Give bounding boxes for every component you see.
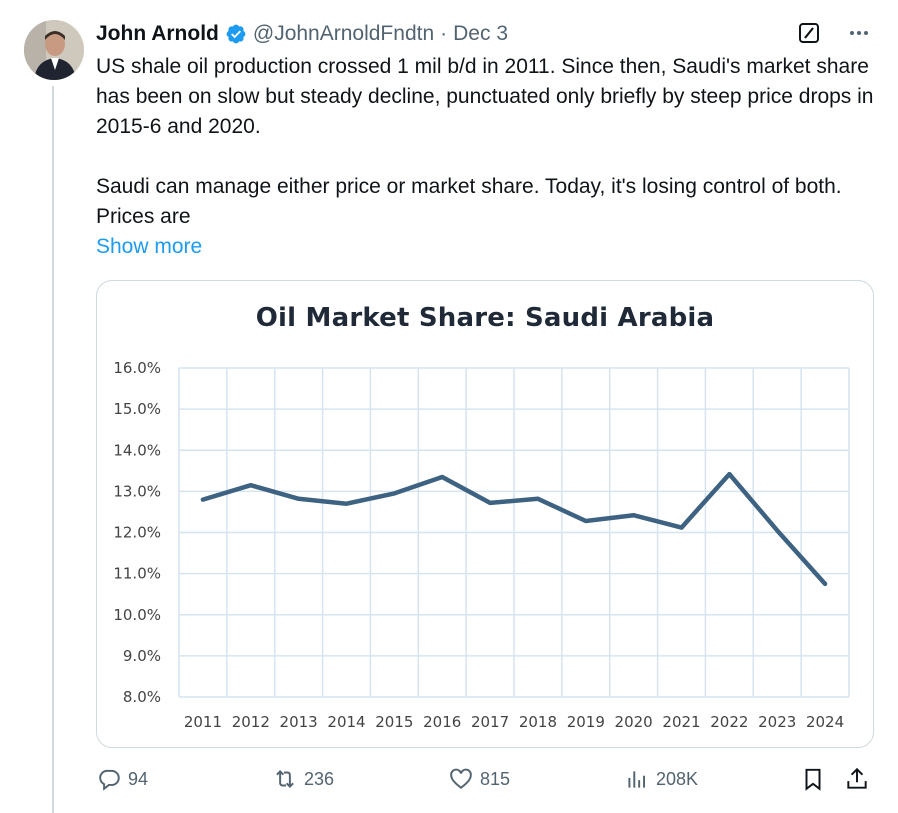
tweet-actions: 94 236 815 208K [96, 766, 876, 796]
y-tick-label: 15.0% [113, 400, 161, 418]
avatar-portrait [24, 20, 84, 80]
axis-labels: 16.0% 15.0% 14.0% 13.0% 12.0% 11.0% 10.0% 9.0% 8… [113, 359, 844, 731]
x-tick-label: 2021 [662, 713, 700, 731]
x-tick-label: 2022 [710, 713, 748, 731]
tweet-text: US shale oil production crossed 1 mil b/… [96, 52, 876, 232]
y-tick-label: 14.0% [113, 441, 161, 459]
series-line [200, 471, 828, 587]
views-icon [628, 771, 646, 788]
tweet-date[interactable]: Dec 3 [453, 22, 508, 45]
x-tick-label: 2012 [232, 713, 270, 731]
share-icon [847, 767, 867, 789]
y-tick-label: 10.0% [113, 606, 161, 624]
series-layer [200, 471, 828, 587]
x-tick-label: 2016 [423, 713, 461, 731]
x-tick-label: 2011 [184, 713, 222, 731]
x-tick-label: 2024 [806, 713, 844, 731]
reply-button[interactable]: 94 [96, 766, 148, 792]
repost-button[interactable]: 236 [272, 766, 334, 792]
tweet-header: John Arnold @JohnArnoldFndtn · Dec 3 [96, 20, 508, 48]
author-name[interactable]: John Arnold [96, 22, 219, 45]
show-more-link[interactable]: Show more [96, 235, 203, 258]
x-tick-label: 2015 [375, 713, 413, 731]
x-tick-label: 2018 [519, 713, 557, 731]
repost-icon [276, 770, 294, 788]
line-chart: 16.0% 15.0% 14.0% 13.0% 12.0% 11.0% 10.0% 9.0% 8… [113, 359, 850, 731]
heart-icon [450, 768, 472, 789]
tweet-paragraph-2: Saudi can manage either price or market … [96, 175, 848, 228]
x-tick-label: 2014 [327, 713, 365, 731]
bookmark-icon [805, 768, 821, 791]
more-icon[interactable] [846, 20, 872, 46]
views-button[interactable]: 208K [624, 766, 698, 792]
x-tick-label: 2017 [471, 713, 509, 731]
x-tick-label: 2013 [280, 713, 318, 731]
tweet-top-actions [796, 20, 872, 46]
y-tick-label: 16.0% [113, 359, 161, 377]
view-count: 208K [656, 768, 699, 789]
y-tick-label: 13.0% [113, 482, 161, 500]
repost-count: 236 [304, 768, 335, 789]
tweet-paragraph-1: US shale oil production crossed 1 mil b/… [96, 55, 880, 138]
share-button[interactable] [844, 766, 870, 792]
x-tick-label: 2023 [758, 713, 796, 731]
chart-title: Oil Market Share: Saudi Arabia [255, 303, 715, 333]
y-tick-label: 11.0% [113, 565, 161, 583]
author-handle[interactable]: @JohnArnoldFndtn [252, 22, 435, 45]
x-tick-label: 2019 [567, 713, 605, 731]
y-tick-label: 8.0% [123, 688, 161, 706]
reply-count: 94 [128, 768, 149, 789]
like-count: 815 [480, 768, 511, 789]
avatar[interactable] [24, 20, 84, 80]
thread-line [52, 86, 54, 813]
y-tick-label: 9.0% [123, 647, 161, 665]
like-button[interactable]: 815 [448, 766, 510, 792]
x-tick-label: 2020 [615, 713, 653, 731]
grok-icon[interactable] [796, 20, 822, 46]
verified-badge-icon[interactable] [225, 23, 247, 45]
tweet-media-chart[interactable]: 16.0% 15.0% 14.0% 13.0% 12.0% 11.0% 10.0% 9.0% 8… [96, 280, 874, 748]
bookmark-button[interactable] [800, 766, 826, 792]
grid-layer [178, 367, 850, 698]
y-tick-label: 12.0% [113, 524, 161, 542]
separator-dot: · [440, 22, 448, 45]
reply-icon [99, 769, 120, 791]
